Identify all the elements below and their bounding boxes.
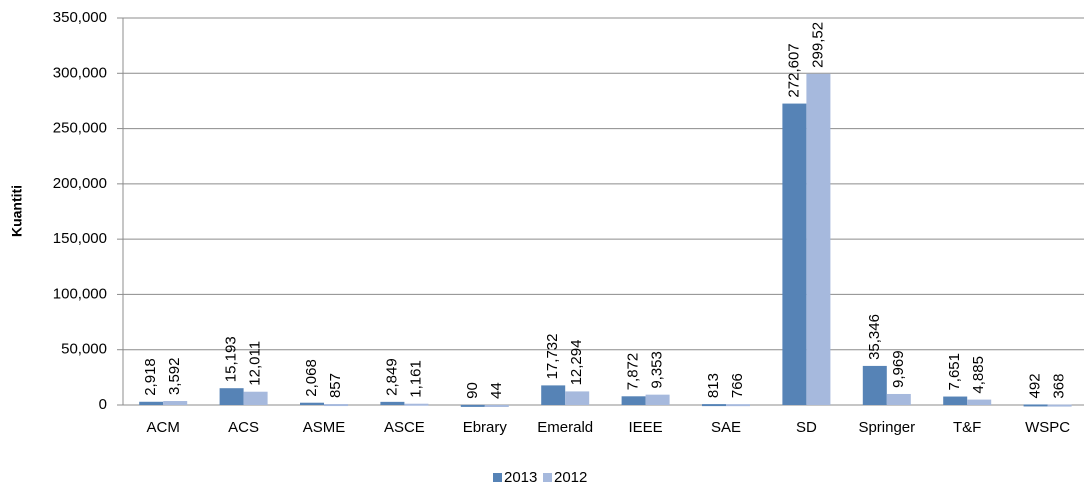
- y-tick-label: 300,000: [53, 64, 107, 81]
- x-tick-label: WSPC: [1025, 419, 1070, 436]
- x-tick-label: ACM: [147, 419, 180, 436]
- bar: [621, 396, 646, 405]
- y-tick-label: 200,000: [53, 175, 107, 192]
- bar: [219, 388, 244, 405]
- bar: [782, 103, 807, 405]
- data-label: 90: [464, 382, 481, 399]
- data-label: 766: [729, 373, 746, 398]
- bar: [806, 73, 831, 405]
- x-tick-label: Emerald: [537, 419, 593, 436]
- data-label: 492: [1027, 373, 1044, 398]
- bar: [565, 391, 590, 405]
- bar: [702, 404, 726, 407]
- data-label: 35,346: [866, 314, 883, 360]
- data-label: 44: [488, 382, 505, 399]
- legend-swatch: [543, 473, 552, 482]
- data-label: 3,592: [166, 357, 183, 395]
- bar: [645, 394, 670, 405]
- data-label: 7,651: [946, 353, 963, 391]
- bar: [139, 401, 164, 405]
- x-tick-label: ACS: [228, 419, 259, 436]
- data-label: 299,52: [809, 22, 826, 68]
- legend-label: 2012: [554, 469, 587, 486]
- data-label: 17,732: [544, 334, 561, 380]
- data-label: 2,068: [303, 359, 320, 397]
- bar: [163, 401, 188, 405]
- x-tick-label: T&F: [953, 419, 981, 436]
- data-label: 368: [1051, 374, 1068, 399]
- bar: [726, 404, 750, 407]
- bar: [243, 391, 268, 405]
- y-tick-label: 50,000: [61, 341, 107, 358]
- data-label: 9,969: [890, 350, 907, 388]
- bar: [862, 365, 887, 405]
- data-label: 813: [705, 373, 722, 398]
- x-tick-label: ASME: [303, 419, 346, 436]
- data-label: 15,193: [223, 336, 240, 382]
- bar: [404, 403, 429, 406]
- legend-swatch: [493, 473, 502, 482]
- x-tick-label: ASCE: [384, 419, 425, 436]
- y-tick-label: 250,000: [53, 120, 107, 137]
- x-tick-label: SAE: [711, 419, 741, 436]
- data-label: 7,872: [625, 353, 642, 391]
- bar: [460, 404, 485, 407]
- bar: [1023, 404, 1048, 407]
- y-tick-label: 0: [99, 396, 107, 413]
- data-label: 4,885: [970, 356, 987, 394]
- y-axis-title: Kuantiti: [9, 185, 25, 237]
- data-label: 2,849: [383, 358, 400, 396]
- y-tick-label: 100,000: [53, 285, 107, 302]
- x-tick-label: SD: [796, 419, 817, 436]
- data-label: 2,918: [142, 358, 159, 396]
- legend-label: 2013: [504, 469, 537, 486]
- bar: [1047, 404, 1072, 407]
- bar: [886, 393, 911, 405]
- bar: [541, 385, 566, 405]
- bar: [324, 404, 348, 407]
- y-tick-label: 350,000: [53, 9, 107, 26]
- bar: [300, 402, 324, 405]
- data-label: 1,161: [407, 360, 424, 398]
- bar: [967, 399, 992, 405]
- bar: [380, 401, 405, 405]
- data-label: 9,353: [649, 351, 666, 389]
- data-label: 12,294: [568, 340, 585, 386]
- x-tick-label: Ebrary: [463, 419, 508, 436]
- data-label: 272,607: [785, 43, 802, 97]
- x-tick-label: Springer: [858, 419, 915, 436]
- bar: [484, 404, 509, 407]
- x-tick-label: IEEE: [629, 419, 663, 436]
- data-label: 12,011: [247, 341, 264, 386]
- y-tick-label: 150,000: [53, 230, 107, 247]
- bar: [943, 396, 968, 405]
- data-label: 857: [327, 373, 344, 398]
